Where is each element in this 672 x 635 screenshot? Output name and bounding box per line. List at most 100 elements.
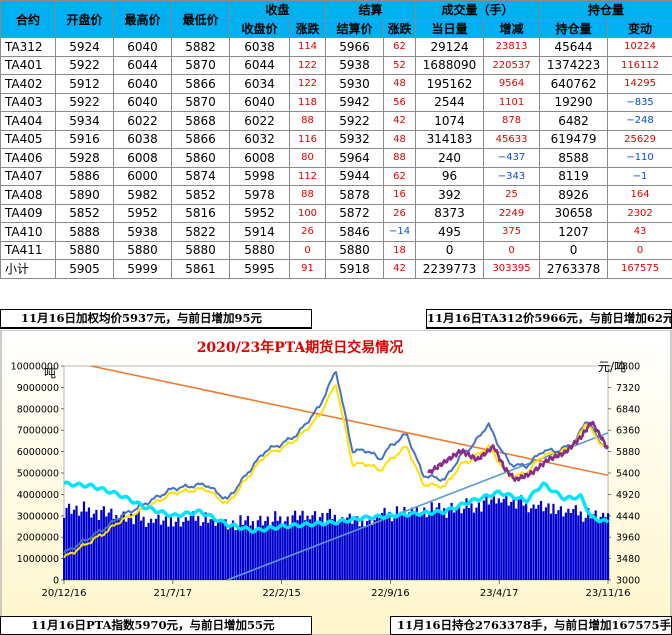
- cell-high: 6040: [113, 74, 172, 94]
- volume-bar: [574, 505, 577, 580]
- volume-bar: [594, 510, 597, 580]
- cell-settle-chg: 18: [383, 240, 417, 260]
- cell-volume: 2239773: [415, 259, 485, 279]
- cell-close: 6034: [229, 74, 290, 94]
- volume-bar: [482, 500, 485, 580]
- volume-bar: [107, 512, 110, 580]
- volume-bar: [296, 520, 299, 580]
- left-tick-label: 8000000: [17, 404, 59, 415]
- cell-low: 5870: [171, 92, 230, 112]
- x-tick-label: 20/12/16: [42, 588, 87, 599]
- cell-volume: 29124: [415, 37, 485, 57]
- volume-bar: [450, 502, 453, 580]
- cell-oi-chg: 14295: [607, 74, 672, 94]
- table-row: TA410 5888 5938 5822 5914 26 5846 −14 495 375 1207…: [0, 222, 672, 242]
- cell-close-chg: 80: [288, 148, 327, 168]
- group-open-interest: 持仓量: [539, 0, 672, 20]
- volume-bar: [497, 498, 500, 580]
- cell-close: 6038: [229, 37, 290, 57]
- cell-vol-chg: −343: [483, 166, 541, 186]
- banner-weighted-price: 11月16日加权均价5937元，与前日增加95元: [0, 309, 312, 329]
- volume-bar: [97, 519, 100, 580]
- cell-settle: 5880: [325, 240, 385, 260]
- volume-bar: [212, 515, 215, 580]
- volume-bar: [375, 514, 379, 580]
- cell-contract: TA406: [0, 148, 56, 168]
- cell-contract: TA405: [0, 129, 56, 149]
- x-tick-label: 22/9/16: [371, 588, 410, 599]
- volume-bar: [467, 507, 471, 580]
- volume-bar: [323, 523, 327, 580]
- volume-bar: [177, 517, 180, 580]
- volume-bar: [515, 508, 518, 580]
- volume-bar: [425, 517, 428, 580]
- volume-bar: [152, 522, 155, 580]
- cell-oi-chg: −1: [607, 166, 672, 186]
- cell-low: 5866: [171, 129, 230, 149]
- cell-low: 5874: [171, 166, 230, 186]
- volume-bar: [224, 519, 227, 580]
- cell-settle-chg: 48: [383, 129, 417, 149]
- volume-bar: [455, 508, 458, 580]
- volume-bar: [120, 515, 123, 580]
- cell-oi: 19290: [539, 92, 609, 112]
- cell-vol-chg: 375: [483, 222, 541, 242]
- volume-bar: [110, 508, 113, 580]
- volume-bar: [385, 516, 389, 580]
- cell-volume: 1688090: [415, 55, 485, 75]
- cell-open: 5928: [55, 148, 114, 168]
- cell-oi: 0: [539, 240, 609, 260]
- volume-bar: [405, 516, 408, 580]
- volume-bar: [199, 525, 202, 580]
- cell-settle-chg: 26: [383, 203, 417, 223]
- volume-bar: [102, 506, 105, 580]
- cell-low: 5880: [171, 240, 230, 260]
- cell-vol-chg: 220537: [483, 55, 541, 75]
- volume-bar: [217, 522, 220, 580]
- volume-bar: [582, 521, 585, 580]
- table-row: TA404 5934 6022 5868 6022 88 5922 42 1074 878 6482…: [0, 111, 672, 131]
- volume-bar: [289, 526, 292, 580]
- cell-high: 6000: [113, 166, 172, 186]
- series-line: [427, 420, 610, 482]
- cell-open: 5934: [55, 111, 114, 131]
- volume-bar: [159, 524, 163, 580]
- cell-close-chg: 122: [288, 55, 327, 75]
- volume-bar: [154, 518, 158, 580]
- left-tick-label: 6000000: [17, 447, 59, 458]
- col-vol-chg: 增减: [483, 18, 541, 38]
- cell-open: 5905: [55, 259, 114, 279]
- cell-open: 5922: [55, 55, 114, 75]
- volume-bar: [90, 517, 93, 580]
- volume-bar: [246, 515, 250, 580]
- plot-area: [63, 365, 609, 581]
- volume-bar: [400, 511, 404, 580]
- banner-pta-index: 11月16日PTA指数5970元，与前日增加55元: [0, 616, 312, 635]
- cell-close-chg: 0: [288, 240, 327, 260]
- right-tick-label: 6360: [616, 426, 640, 437]
- cell-close: 5995: [229, 259, 290, 279]
- volume-bar: [318, 517, 322, 580]
- volume-bar: [137, 510, 140, 580]
- volume-bar: [549, 513, 553, 580]
- volume-bar: [356, 516, 359, 580]
- left-tick-label: 4000000: [17, 490, 59, 501]
- volume-bar: [92, 513, 96, 580]
- series-line: [63, 480, 610, 534]
- volume-bar: [346, 517, 349, 580]
- col-settle-chg: 涨跌: [383, 18, 417, 38]
- cell-contract: TA404: [0, 111, 56, 131]
- right-tick-label: 5880: [616, 447, 640, 458]
- volume-bar: [286, 516, 289, 580]
- cell-settle-chg: 16: [383, 185, 417, 205]
- volume-bar: [542, 511, 545, 580]
- volume-bar: [477, 502, 481, 580]
- cell-settle: 5966: [325, 37, 385, 57]
- volume-bar: [559, 506, 563, 580]
- volume-bar: [341, 517, 344, 580]
- cell-settle: 5922: [325, 111, 385, 131]
- cell-settle-chg: 88: [383, 148, 417, 168]
- cell-high: 6040: [113, 92, 172, 112]
- volume-bar: [214, 525, 217, 580]
- volume-bar: [221, 522, 225, 580]
